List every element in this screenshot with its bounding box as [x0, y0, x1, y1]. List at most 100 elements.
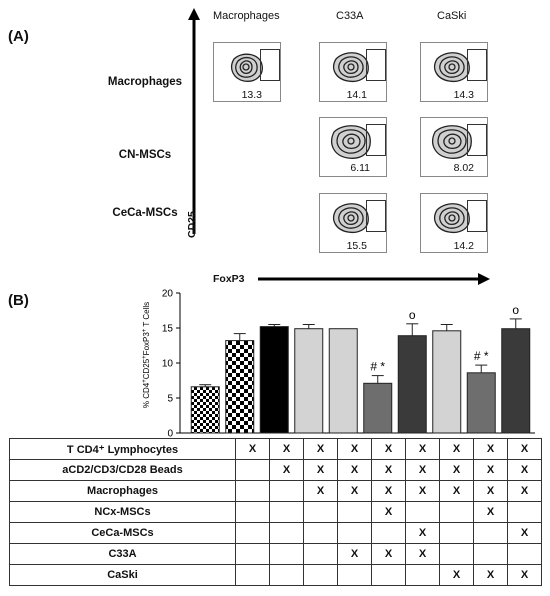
condition-mark [235, 543, 270, 565]
condition-mark: X [507, 522, 542, 544]
condition-mark [371, 564, 406, 586]
condition-mark: X [507, 480, 542, 502]
plot-value: 8.02 [453, 162, 474, 174]
bar-chart: % CD4+CD25+FoxP3+ T Cells 0 5 10 15 20 # * o #… [142, 289, 535, 440]
condition-mark: X [405, 459, 440, 481]
condition-mark [235, 459, 270, 481]
condition-mark: X [473, 480, 508, 502]
condition-row: T CD4⁺ Lymphocytes X X X X X X X X X [9, 438, 542, 460]
contour-icon [434, 203, 470, 234]
condition-mark: X [439, 438, 474, 460]
condition-mark: X [405, 480, 440, 502]
y-tick-label: 15 [162, 324, 174, 335]
condition-mark: X [473, 459, 508, 481]
foxp3-axis-arrow [258, 273, 490, 285]
contour-icon [434, 52, 470, 83]
condition-mark: X [371, 480, 406, 502]
condition-mark: X [303, 459, 338, 481]
panel-b-label: (B) [8, 292, 29, 309]
y-tick-label: 20 [162, 289, 174, 300]
condition-mark: X [473, 564, 508, 586]
plot-value: 15.5 [346, 240, 367, 252]
condition-mark: X [473, 438, 508, 460]
cd25-axis-arrow [188, 8, 200, 234]
bar [466, 372, 496, 434]
bar [259, 326, 289, 434]
condition-mark: X [269, 438, 304, 460]
condition-mark [235, 480, 270, 502]
column-header-caski: CaSki [437, 10, 467, 22]
plot-value: 13.3 [241, 89, 262, 101]
condition-mark: X [405, 522, 440, 544]
condition-mark: X [337, 543, 372, 565]
condition-mark: X [371, 543, 406, 565]
condition-mark [473, 543, 508, 565]
y-axis-label: % CD4+CD25+FoxP3+ T Cells [142, 302, 151, 408]
significance-marker: # * [474, 349, 489, 363]
condition-row: Macrophages X X X X X X X [9, 480, 542, 502]
significance-marker: # * [370, 360, 385, 374]
condition-mark: X [337, 480, 372, 502]
row-header-ceca-mscs: CeCa-MSCs [112, 207, 178, 219]
foxp3-axis-label: FoxP3 [213, 273, 245, 285]
condition-mark: X [439, 480, 474, 502]
condition-row: CaSki X X X [9, 564, 542, 586]
flow-plot-cn-mscs-caski [420, 117, 488, 177]
bar [363, 382, 393, 434]
condition-mark: X [269, 459, 304, 481]
column-header-macrophages: Macrophages [213, 10, 280, 22]
condition-row: NCx-MSCs X X [9, 501, 542, 523]
condition-mark: X [337, 459, 372, 481]
condition-mark [269, 522, 304, 544]
condition-mark: X [371, 501, 406, 523]
bar [501, 328, 531, 434]
condition-row: aCD2/CD3/CD28 Beads X X X X X X X X [9, 459, 542, 481]
condition-mark: X [507, 438, 542, 460]
condition-mark: X [405, 438, 440, 460]
bar [432, 330, 462, 434]
row-header-macrophages: Macrophages [107, 76, 183, 88]
condition-mark: X [371, 459, 406, 481]
condition-row: CeCa-MSCs X X [9, 522, 542, 544]
condition-mark: X [371, 438, 406, 460]
flow-plot-cn-mscs-c33a [319, 117, 387, 177]
cd25-axis-label: CD25 [186, 211, 198, 238]
condition-label: NCx-MSCs [9, 501, 236, 523]
condition-label: CaSki [9, 564, 236, 586]
condition-mark [507, 543, 542, 565]
condition-mark [269, 564, 304, 586]
condition-row: C33A X X X [9, 543, 542, 565]
plot-value: 14.1 [346, 89, 367, 101]
condition-mark [235, 501, 270, 523]
contour-icon [230, 53, 263, 82]
condition-mark [235, 522, 270, 544]
condition-mark: X [303, 480, 338, 502]
contour-icon [333, 52, 369, 83]
condition-mark [235, 564, 270, 586]
condition-mark: X [439, 459, 474, 481]
flow-plot-macrophages-c33a [319, 42, 387, 102]
row-header-cn-mscs: CN-MSCs [118, 149, 172, 161]
condition-mark [303, 543, 338, 565]
condition-mark: X [507, 564, 542, 586]
condition-label: aCD2/CD3/CD28 Beads [9, 459, 236, 481]
bar [294, 328, 324, 434]
plot-value: 14.2 [453, 240, 474, 252]
bar [328, 328, 358, 434]
condition-mark [337, 564, 372, 586]
y-tick-label: 10 [162, 359, 174, 370]
condition-mark [371, 522, 406, 544]
condition-mark [269, 480, 304, 502]
contour-icon [432, 125, 472, 159]
significance-marker: o [512, 303, 519, 317]
y-tick-label: 0 [167, 429, 173, 440]
condition-mark [303, 564, 338, 586]
condition-mark [303, 501, 338, 523]
panel-a-label: (A) [8, 28, 29, 45]
condition-mark [269, 543, 304, 565]
condition-label: T CD4⁺ Lymphocytes [9, 438, 236, 460]
condition-mark: X [337, 438, 372, 460]
condition-mark [337, 501, 372, 523]
condition-mark: X [405, 543, 440, 565]
condition-mark: X [303, 438, 338, 460]
